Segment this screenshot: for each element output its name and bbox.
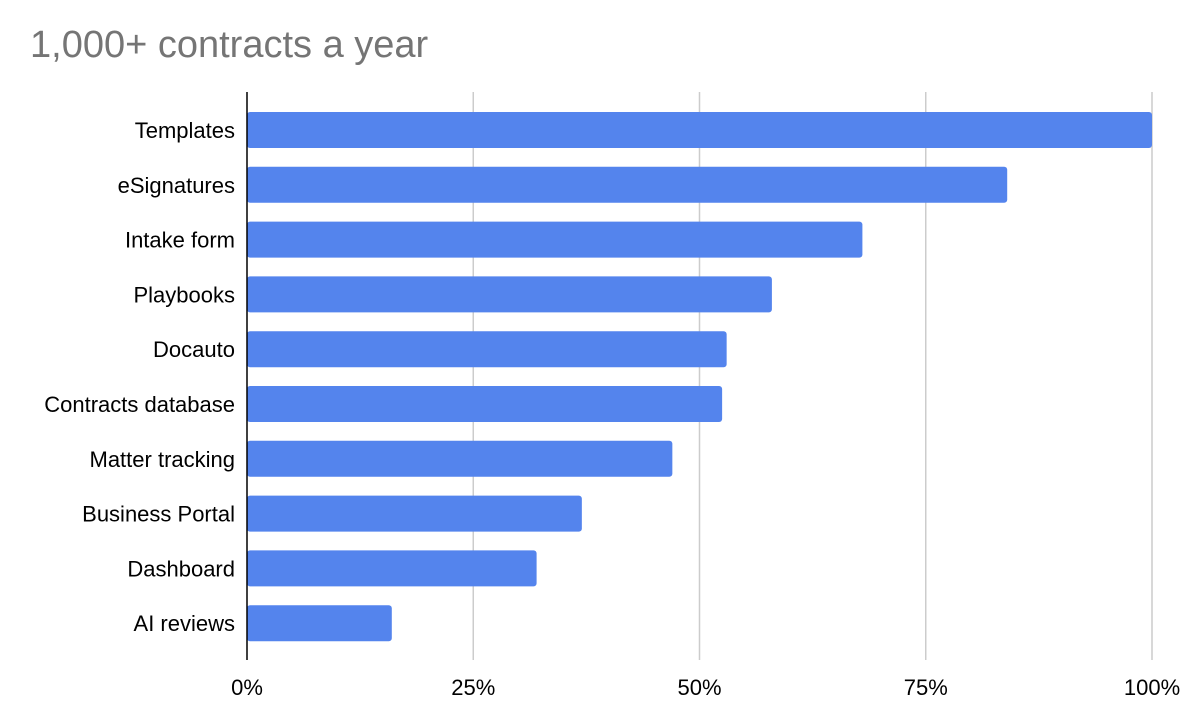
bar: [247, 222, 862, 258]
category-label: eSignatures: [118, 173, 235, 198]
x-tick-label: 50%: [677, 675, 721, 700]
category-label: Business Portal: [82, 502, 235, 527]
x-tick-label: 0%: [231, 675, 263, 700]
bar: [247, 112, 1152, 148]
bar: [247, 167, 1007, 203]
bar: [247, 276, 772, 312]
category-label: Templates: [135, 118, 235, 143]
category-label: Playbooks: [133, 282, 235, 307]
x-tick-label: 75%: [904, 675, 948, 700]
bar: [247, 386, 722, 422]
category-label: AI reviews: [134, 611, 235, 636]
x-tick-label: 25%: [451, 675, 495, 700]
bar: [247, 605, 392, 641]
bar: [247, 550, 537, 586]
category-label: Matter tracking: [90, 447, 236, 472]
bar: [247, 496, 582, 532]
category-label: Intake form: [125, 228, 235, 253]
category-label: Contracts database: [44, 392, 235, 417]
bar: [247, 331, 727, 367]
bar: [247, 441, 672, 477]
x-tick-label: 100%: [1124, 675, 1180, 700]
category-label: Docauto: [153, 337, 235, 362]
category-label: Dashboard: [127, 556, 235, 581]
